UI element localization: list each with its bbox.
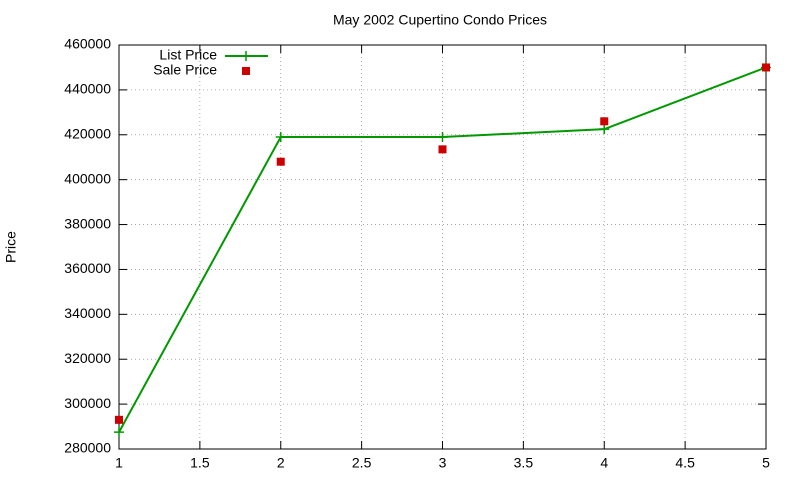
data-point — [599, 124, 610, 135]
y-tick-label: 280000 — [64, 440, 111, 456]
data-point — [114, 427, 124, 438]
plot-border — [118, 44, 767, 450]
y-tick-label: 440000 — [64, 81, 111, 97]
y-tick-label: 460000 — [64, 36, 111, 52]
legend-label: List Price — [159, 47, 217, 63]
y-axis-label: Price — [3, 231, 19, 263]
x-tick-label: 1 — [115, 455, 123, 471]
x-tick-label: 3.5 — [514, 455, 534, 471]
legend-marker — [242, 67, 250, 75]
x-tick-label: 4.5 — [675, 455, 695, 471]
y-tick-label: 420000 — [64, 125, 111, 141]
x-tick-label: 5 — [762, 455, 770, 471]
y-tick-label: 340000 — [64, 305, 111, 321]
y-tick-label: 400000 — [64, 170, 111, 186]
y-tick-label: 380000 — [64, 215, 111, 231]
data-point — [275, 132, 286, 143]
data-point — [276, 157, 285, 166]
x-tick-label: 1.5 — [190, 455, 210, 471]
x-tick-label: 2 — [277, 455, 285, 471]
data-point — [437, 132, 448, 143]
data-point — [438, 145, 447, 154]
y-tick-label: 300000 — [64, 395, 111, 411]
data-point — [762, 63, 770, 72]
x-tick-label: 2.5 — [352, 455, 372, 471]
data-point — [600, 117, 609, 126]
x-tick-label: 3 — [439, 455, 447, 471]
data-point — [115, 415, 123, 424]
x-tick-label: 4 — [600, 455, 608, 471]
y-tick-label: 360000 — [64, 260, 111, 276]
y-tick-label: 320000 — [64, 350, 111, 366]
chart-title: May 2002 Cupertino Condo Prices — [333, 12, 547, 28]
legend-marker — [241, 51, 251, 61]
legend-label: Sale Price — [153, 62, 217, 78]
